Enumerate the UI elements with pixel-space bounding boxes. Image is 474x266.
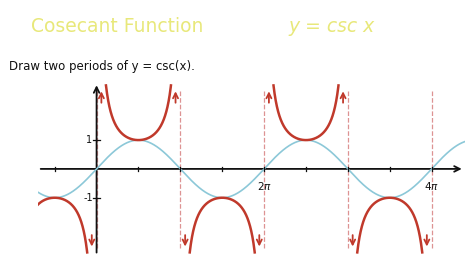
Text: Draw two periods of y = csc(x).: Draw two periods of y = csc(x). xyxy=(9,60,195,73)
Text: -1: -1 xyxy=(84,193,93,203)
Text: y = csc x: y = csc x xyxy=(289,17,375,36)
Text: Cosecant Function: Cosecant Function xyxy=(31,17,215,36)
Text: $2\pi$: $2\pi$ xyxy=(256,180,272,192)
Text: $4\pi$: $4\pi$ xyxy=(424,180,439,192)
Text: 1: 1 xyxy=(85,135,91,145)
